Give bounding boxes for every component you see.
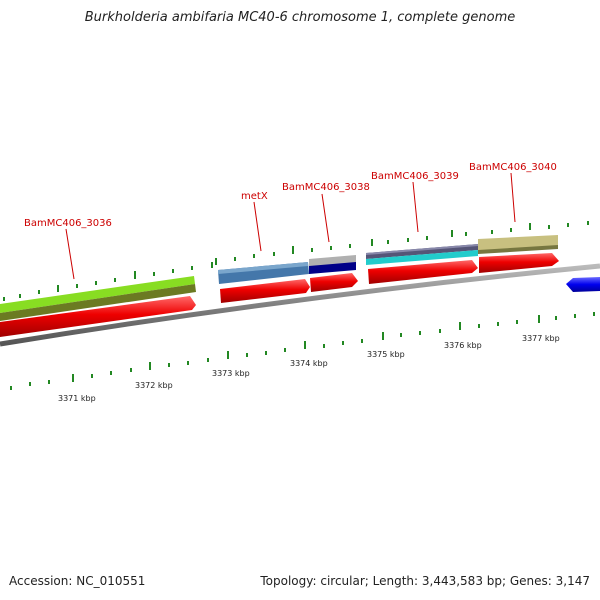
gene-arrow-3040[interactable] <box>479 253 559 273</box>
gene-label-3040[interactable]: BamMC406_3040 <box>469 162 557 173</box>
tick-label-3376: 3376 kbp <box>444 341 482 350</box>
leader-3036 <box>65 228 75 280</box>
cog-band-3039-light <box>366 244 478 255</box>
tick-label-3372: 3372 kbp <box>135 381 173 390</box>
genome-backbone <box>0 263 600 347</box>
gene-arrow-metx[interactable] <box>220 279 310 303</box>
cog-band-3039-cyan <box>366 250 478 265</box>
leader-3038 <box>321 193 330 243</box>
cog-band-3036[interactable] <box>0 276 195 313</box>
gene-label-3036[interactable]: BamMC406_3036 <box>24 218 112 229</box>
tick-label-3375: 3375 kbp <box>367 350 405 359</box>
gene-label-3038[interactable]: BamMC406_3038 <box>282 182 370 193</box>
gene-label-3039[interactable]: BamMC406_3039 <box>371 171 459 182</box>
cog-band-metx-light <box>218 262 308 274</box>
cog-band-3038-navy <box>309 262 356 274</box>
leader-metx <box>253 201 262 252</box>
gene-arrow-reverse[interactable] <box>566 277 600 292</box>
leader-3040 <box>510 172 516 223</box>
tick-label-3373: 3373 kbp <box>212 369 250 378</box>
accession-text: Accession: NC_010551 <box>9 574 146 588</box>
cog-band-3036-shade <box>0 284 196 321</box>
tick-label-3371: 3371 kbp <box>58 394 96 403</box>
upper-tick-row <box>3 221 589 301</box>
cog-band-3040-dark <box>478 245 558 254</box>
tick-label-3374: 3374 kbp <box>290 359 328 368</box>
lower-tick-row <box>10 312 595 390</box>
map-title: Burkholderia ambifaria MC40-6 chromosome… <box>84 10 516 25</box>
gene-arrow-3039[interactable] <box>368 260 478 284</box>
genome-summary-text: Topology: circular; Length: 3,443,583 bp… <box>260 574 590 588</box>
leader-3039 <box>412 181 419 233</box>
gene-label-metx[interactable]: metX <box>241 191 268 202</box>
tick-label-3377: 3377 kbp <box>522 334 560 343</box>
gene-arrow-3036[interactable] <box>0 296 196 337</box>
gene-arrow-3038[interactable] <box>310 273 358 292</box>
